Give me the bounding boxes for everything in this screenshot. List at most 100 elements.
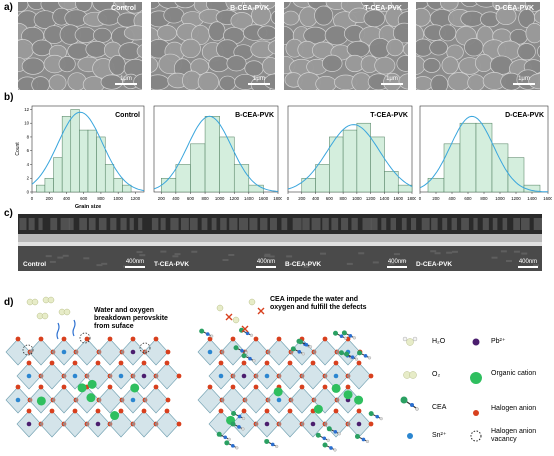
x-tick-label: 0 (419, 196, 422, 201)
histogram-bar (53, 157, 63, 193)
metal-ion (61, 349, 67, 355)
metal-ion (333, 373, 339, 379)
x-tick-label: 800 (97, 196, 105, 201)
halogen-anion (265, 349, 271, 355)
metal-ion (310, 421, 316, 427)
vacancy-icon (470, 430, 482, 442)
histogram-bar (384, 171, 399, 193)
panel-letter-b: b) (4, 92, 14, 103)
sem-label: D-CEA-PVK (495, 5, 534, 12)
histogram-bar (61, 116, 72, 193)
organic-cation (343, 390, 353, 400)
x-tick-label: 600 (187, 196, 195, 201)
halogen-anion (368, 373, 374, 379)
vacancy (22, 344, 34, 356)
x-tick-label: 400 (312, 196, 320, 201)
cea-molecules (199, 298, 383, 452)
halogen-anion (345, 421, 351, 427)
metal-ion (118, 373, 124, 379)
halogen-anion (207, 336, 213, 342)
halogen-anion (241, 360, 247, 366)
halogen-anion (118, 360, 124, 366)
x-tick-label: 400 (63, 196, 71, 201)
halogen-anion (38, 373, 44, 379)
panel-letter-c: c) (4, 208, 13, 219)
halogen-anion (253, 421, 259, 427)
halogen-anion (241, 408, 247, 414)
histogram-bar (397, 184, 413, 193)
x-tick-label: 800 (201, 196, 209, 201)
histogram-bar (79, 129, 89, 193)
histogram-title: D-CEA-PVK (505, 112, 544, 119)
cross-section-texture (280, 214, 411, 271)
histogram-bar (87, 129, 97, 193)
histogram-bar (44, 177, 54, 193)
histogram-title: T-CEA-PVK (370, 112, 408, 119)
halogen-anion (165, 397, 171, 403)
scale-bar: 1μm (513, 76, 535, 85)
halogen-anion (311, 397, 317, 403)
octahedron (51, 386, 77, 414)
metal-ion (264, 373, 270, 379)
scale-bar: 1μm (115, 76, 137, 85)
halogen-anion (38, 336, 44, 342)
halogen-anion (118, 408, 124, 414)
scale-bar: 1μm (381, 76, 403, 85)
scale-text: 400nm (518, 259, 538, 265)
gaussian-fit-curve (287, 124, 413, 190)
x-tick-label: 1000 (113, 196, 123, 201)
octahedron (154, 410, 180, 438)
histogram-title: B-CEA-PVK (235, 112, 274, 119)
x-axis-label: Grain size (75, 204, 101, 210)
halogen-anion (207, 384, 213, 390)
halogen-anion (322, 421, 328, 427)
histogram-bar (342, 129, 358, 193)
histogram-bar (104, 164, 115, 193)
x-tick-label: 1400 (380, 196, 390, 201)
histogram-bar (475, 122, 493, 193)
octahedron (62, 410, 88, 438)
organic-cation (77, 383, 87, 393)
halogen-anion (230, 384, 236, 390)
legend-halogen: Halogen anion (491, 405, 537, 412)
histogram-bar (356, 122, 371, 193)
histogram-bar (248, 184, 264, 193)
cross-section-label: T-CEA-PVK (154, 261, 190, 268)
halogen-anion (299, 421, 305, 427)
y-tick-label: 10 (24, 121, 29, 126)
halogen-anion (95, 360, 101, 366)
cross-section-control: Control 400nm (18, 214, 149, 271)
sem-label: T-CEA-PVK (364, 5, 402, 12)
histogram-title: Control (115, 112, 140, 119)
x-tick-label: 1200 (511, 196, 521, 201)
halogen-anion (265, 397, 271, 403)
legend-o2: O₂ (432, 371, 441, 378)
x-tick-label: 1800 (273, 196, 282, 201)
x-tick-label: 1000 (495, 196, 505, 201)
water-oxygen-molecules (22, 296, 151, 356)
x-tick-label: 0 (287, 196, 290, 201)
x-tick-label: 200 (158, 196, 166, 201)
halogen-anion (61, 384, 67, 390)
halogen-anion (27, 397, 33, 403)
grain-texture (284, 2, 408, 90)
x-tick-label: 1400 (244, 196, 254, 201)
pb-ion-icon (472, 338, 480, 346)
scale-text: 400nm (387, 259, 407, 265)
octahedron (300, 362, 326, 390)
halogen-anion (242, 397, 248, 403)
halogen-anion (264, 360, 270, 366)
metal-ion (72, 373, 78, 379)
octahedron (74, 338, 100, 366)
x-tick-label: 600 (326, 196, 334, 201)
halogen-anion (130, 336, 136, 342)
scale-text: 1μm (386, 76, 398, 82)
octahedron (131, 410, 157, 438)
organic-cation (313, 404, 323, 414)
halogen-anion (264, 408, 270, 414)
octahedron (346, 362, 372, 390)
y-tick-label: 4 (27, 162, 30, 167)
octahedron (5, 338, 31, 366)
histogram-bar (113, 177, 123, 193)
metal-ion (356, 421, 362, 427)
